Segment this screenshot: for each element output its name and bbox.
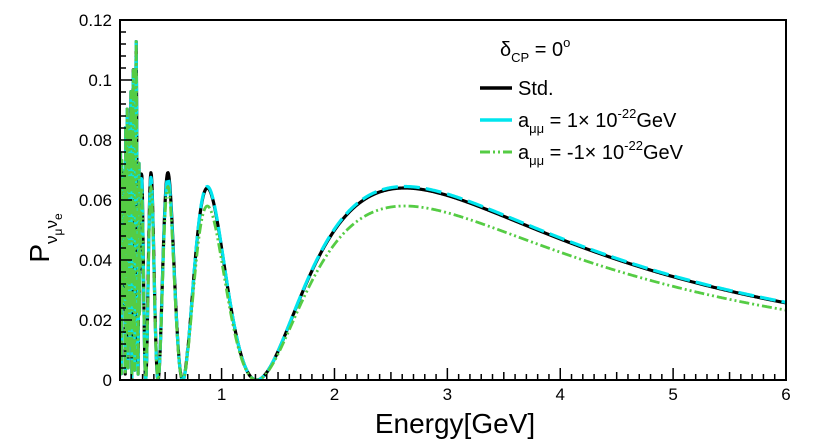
legend: δCP = 0o Std. aμμ = 1× 10-22GeV aμμ = -1… xyxy=(480,35,684,168)
legend-minus-sub: μμ xyxy=(529,153,544,168)
plot-area xyxy=(120,39,786,380)
y-axis-title: Pνμνe xyxy=(24,213,65,263)
x-tick-label: 4 xyxy=(556,385,565,404)
legend-label-minus: aμμ = -1× 10-22GeV xyxy=(518,138,684,168)
x-tick-label: 2 xyxy=(330,385,339,404)
y-tick-label: 0.08 xyxy=(79,131,112,150)
plot-frame xyxy=(119,19,787,381)
y-axis-title-base: P xyxy=(24,244,55,263)
legend-label-std: Std. xyxy=(518,78,554,100)
x-tick-label: 5 xyxy=(668,385,677,404)
series-line-plus xyxy=(120,39,786,380)
legend-plus-prefix: a xyxy=(518,110,530,132)
legend-plus-unit: GeV xyxy=(636,110,677,132)
legend-header-sub: CP xyxy=(511,50,529,65)
legend-header: δCP = 0o xyxy=(500,35,570,65)
svg-text:Pνμνe: Pνμνe xyxy=(24,213,65,263)
x-tick-label: 1 xyxy=(217,385,226,404)
y-tick-label: 0.12 xyxy=(79,11,112,30)
legend-header-eq: = 0 xyxy=(529,39,563,61)
y-axis-title-nu2: ν xyxy=(42,220,61,229)
legend-header-delta: δ xyxy=(500,39,511,61)
legend-plus-sup: -22 xyxy=(618,106,637,121)
y-tick-label: 0.02 xyxy=(79,311,112,330)
legend-minus-sup: -22 xyxy=(624,138,643,153)
legend-label-plus: aμμ = 1× 10-22GeV xyxy=(518,106,677,136)
x-axis-title: Energy[GeV] xyxy=(375,408,535,439)
legend-minus-text: = -1× 10 xyxy=(544,142,624,164)
legend-header-sup: o xyxy=(563,35,570,50)
y-axis-title-mu: μ xyxy=(51,228,65,235)
series-line-std xyxy=(120,39,786,380)
legend-plus-text: = 1× 10 xyxy=(544,110,617,132)
x-tick-label: 6 xyxy=(781,385,790,404)
y-tick-label: 0.04 xyxy=(79,251,112,270)
axis-ticks: 1 2 3 4 5 6 0 0.02 0.04 0.06 0.08 0.1 0.12 xyxy=(79,11,791,404)
x-tick-label: 3 xyxy=(443,385,452,404)
y-tick-label: 0.1 xyxy=(88,71,112,90)
y-axis-title-e: e xyxy=(51,213,65,220)
y-tick-label: 0 xyxy=(103,371,112,390)
y-axis-title-nu1: ν xyxy=(42,235,61,244)
legend-plus-sub: μμ xyxy=(529,121,544,136)
series-line-minus xyxy=(120,40,786,380)
legend-minus-prefix: a xyxy=(518,142,530,164)
y-tick-label: 0.06 xyxy=(79,191,112,210)
legend-minus-unit: GeV xyxy=(643,142,684,164)
